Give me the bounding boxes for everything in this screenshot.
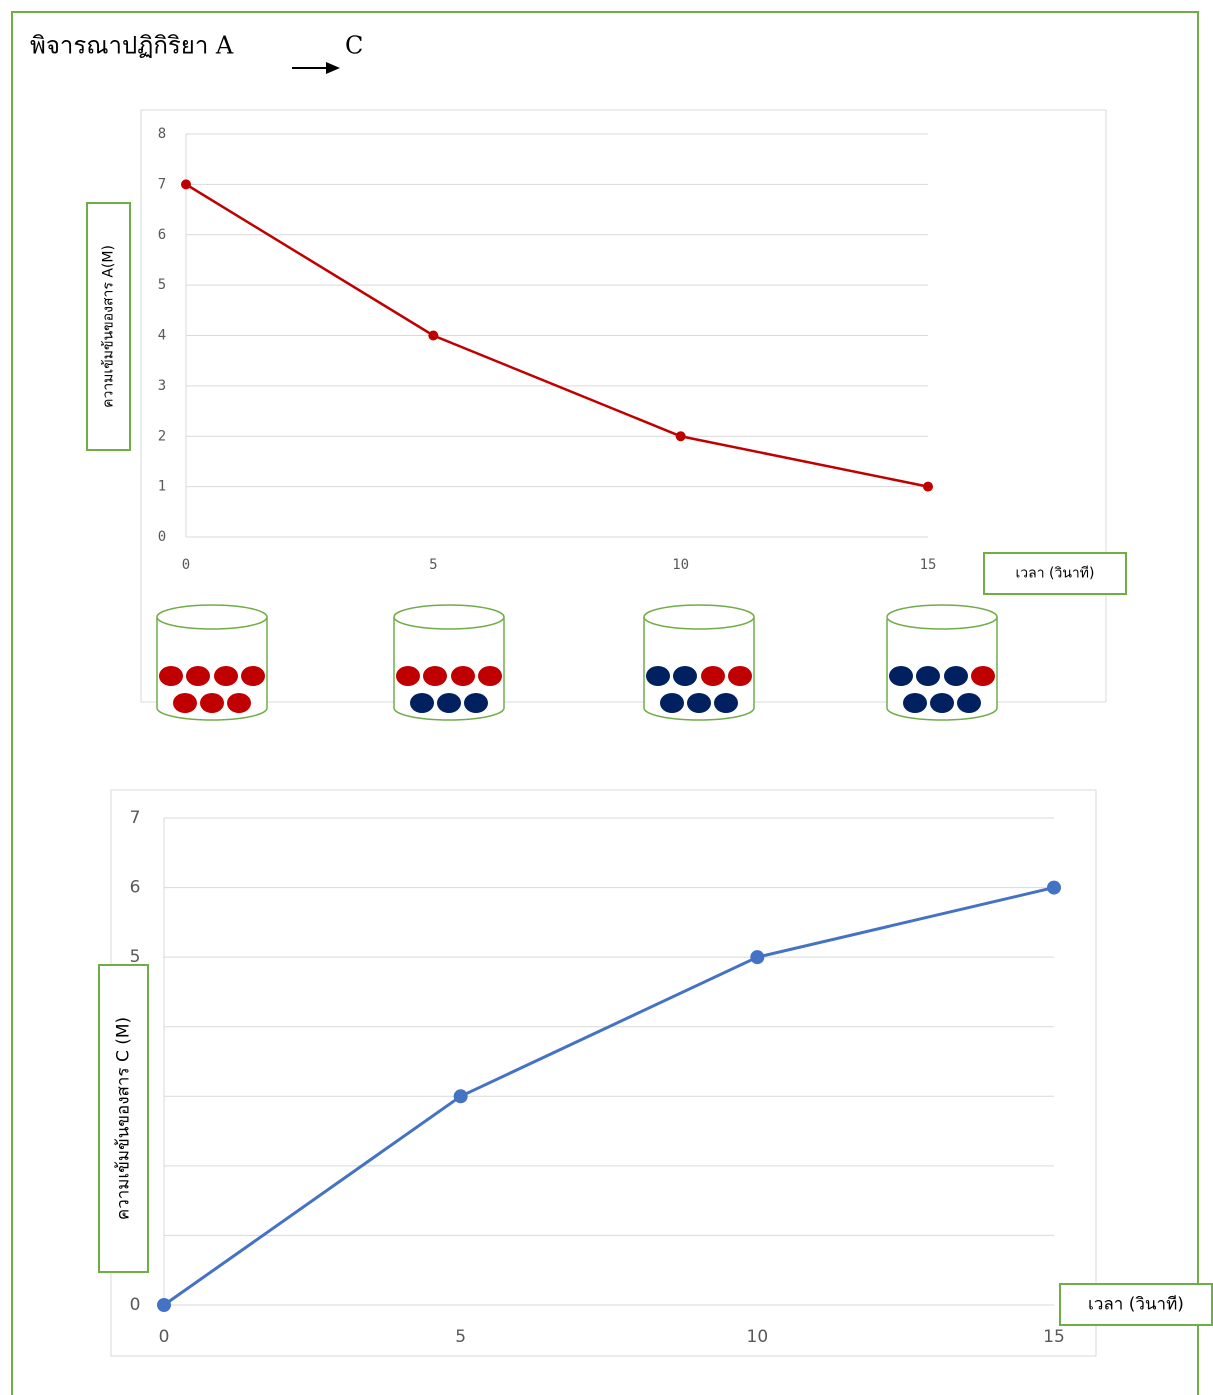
red-ball — [451, 666, 475, 686]
x-axis-label: เวลา (วินาที) — [1088, 1295, 1184, 1315]
red-ball — [200, 693, 224, 713]
beaker-rim — [157, 605, 267, 629]
y-tick-label: 5 — [158, 277, 166, 293]
red-ball — [971, 666, 995, 686]
blue-ball — [437, 693, 461, 713]
y-axis-label: ความเข้มข้นของสาร A(M) — [101, 245, 117, 408]
blue-ball — [464, 693, 488, 713]
data-point — [181, 179, 191, 189]
page: พิจารณาปฏิกิริยา A C 0 1 2 3 4 5 6 7 8 0 5 10 15 ความ… — [0, 0, 1213, 1395]
blue-ball — [646, 666, 670, 686]
beaker-rim — [644, 605, 754, 629]
blue-ball — [687, 693, 711, 713]
x-tick-label: 0 — [159, 1327, 170, 1347]
blue-ball — [930, 693, 954, 713]
x-tick-label: 5 — [455, 1327, 466, 1347]
title: พิจารณาปฏิกิริยา A — [30, 32, 234, 60]
product: C — [345, 32, 363, 60]
red-ball — [728, 666, 752, 686]
data-point — [750, 950, 764, 964]
x-tick-label: 10 — [747, 1327, 769, 1347]
x-tick-label: 0 — [182, 557, 190, 573]
y-tick-label: 3 — [158, 378, 166, 394]
y-tick-label: 8 — [158, 126, 166, 142]
y-tick-label: 7 — [158, 176, 166, 192]
blue-ball — [903, 693, 927, 713]
red-ball — [423, 666, 447, 686]
red-ball — [186, 666, 210, 686]
data-point — [923, 482, 933, 492]
red-ball — [159, 666, 183, 686]
chart-frame — [111, 790, 1096, 1356]
blue-ball — [410, 693, 434, 713]
blue-ball — [714, 693, 738, 713]
red-ball — [227, 693, 251, 713]
red-ball — [214, 666, 238, 686]
y-tick-label: 7 — [130, 808, 141, 828]
blue-ball — [673, 666, 697, 686]
x-axis-label: เวลา (วินาที) — [1016, 566, 1095, 582]
red-ball — [173, 693, 197, 713]
red-ball — [478, 666, 502, 686]
data-point — [676, 431, 686, 441]
y-axis-label: ความเข้มข้นของสาร C (M) — [114, 1017, 134, 1220]
red-ball — [701, 666, 725, 686]
x-tick-label: 15 — [920, 557, 937, 573]
y-tick-label: 2 — [158, 428, 166, 444]
y-tick-label: 0 — [158, 529, 166, 545]
blue-ball — [944, 666, 968, 686]
data-point — [157, 1298, 171, 1312]
data-point — [454, 1089, 468, 1103]
red-ball — [241, 666, 265, 686]
blue-ball — [957, 693, 981, 713]
data-point — [1047, 881, 1061, 895]
arrow-head — [326, 62, 340, 74]
blue-ball — [889, 666, 913, 686]
y-tick-label: 6 — [158, 227, 166, 243]
data-point — [428, 331, 438, 341]
beaker-rim — [887, 605, 997, 629]
x-tick-label: 5 — [429, 557, 437, 573]
red-ball — [396, 666, 420, 686]
beaker-rim — [394, 605, 504, 629]
y-tick-label: 6 — [130, 878, 141, 898]
blue-ball — [916, 666, 940, 686]
y-tick-label: 4 — [158, 328, 166, 344]
y-tick-label: 0 — [130, 1295, 141, 1315]
y-tick-label: 1 — [158, 479, 166, 495]
x-tick-label: 10 — [672, 557, 689, 573]
x-tick-label: 15 — [1043, 1327, 1065, 1347]
blue-ball — [660, 693, 684, 713]
